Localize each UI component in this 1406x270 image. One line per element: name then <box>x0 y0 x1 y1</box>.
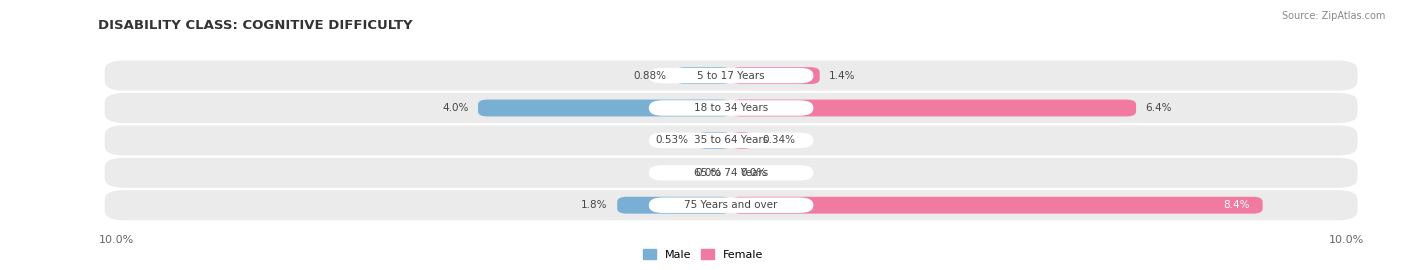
FancyBboxPatch shape <box>697 132 731 149</box>
Text: 8.4%: 8.4% <box>1223 200 1250 210</box>
Text: 1.4%: 1.4% <box>830 70 856 81</box>
Text: 0.0%: 0.0% <box>741 168 766 178</box>
Text: 35 to 64 Years: 35 to 64 Years <box>695 135 768 146</box>
Text: 0.34%: 0.34% <box>762 135 796 146</box>
Text: 1.8%: 1.8% <box>581 200 607 210</box>
Text: 0.88%: 0.88% <box>633 70 666 81</box>
FancyBboxPatch shape <box>648 133 813 148</box>
Text: 75 Years and over: 75 Years and over <box>685 200 778 210</box>
Text: 10.0%: 10.0% <box>98 235 134 245</box>
FancyBboxPatch shape <box>104 93 1358 123</box>
Text: 5 to 17 Years: 5 to 17 Years <box>697 70 765 81</box>
FancyBboxPatch shape <box>104 158 1358 188</box>
FancyBboxPatch shape <box>617 197 731 214</box>
Text: Source: ZipAtlas.com: Source: ZipAtlas.com <box>1281 11 1385 21</box>
FancyBboxPatch shape <box>675 67 731 84</box>
FancyBboxPatch shape <box>648 100 813 116</box>
FancyBboxPatch shape <box>731 67 820 84</box>
FancyBboxPatch shape <box>731 132 752 149</box>
FancyBboxPatch shape <box>731 197 1263 214</box>
FancyBboxPatch shape <box>478 100 731 116</box>
FancyBboxPatch shape <box>648 68 813 83</box>
Text: 0.53%: 0.53% <box>655 135 688 146</box>
Text: DISABILITY CLASS: COGNITIVE DIFFICULTY: DISABILITY CLASS: COGNITIVE DIFFICULTY <box>98 19 413 32</box>
FancyBboxPatch shape <box>104 190 1358 220</box>
Text: 65 to 74 Years: 65 to 74 Years <box>695 168 768 178</box>
FancyBboxPatch shape <box>104 125 1358 156</box>
Text: 0.0%: 0.0% <box>696 168 721 178</box>
Text: 10.0%: 10.0% <box>1329 235 1364 245</box>
FancyBboxPatch shape <box>731 100 1136 116</box>
Text: 4.0%: 4.0% <box>441 103 468 113</box>
FancyBboxPatch shape <box>648 165 813 181</box>
Text: 18 to 34 Years: 18 to 34 Years <box>695 103 768 113</box>
FancyBboxPatch shape <box>104 60 1358 91</box>
Text: 6.4%: 6.4% <box>1146 103 1173 113</box>
Legend: Male, Female: Male, Female <box>641 247 765 262</box>
FancyBboxPatch shape <box>648 197 813 213</box>
